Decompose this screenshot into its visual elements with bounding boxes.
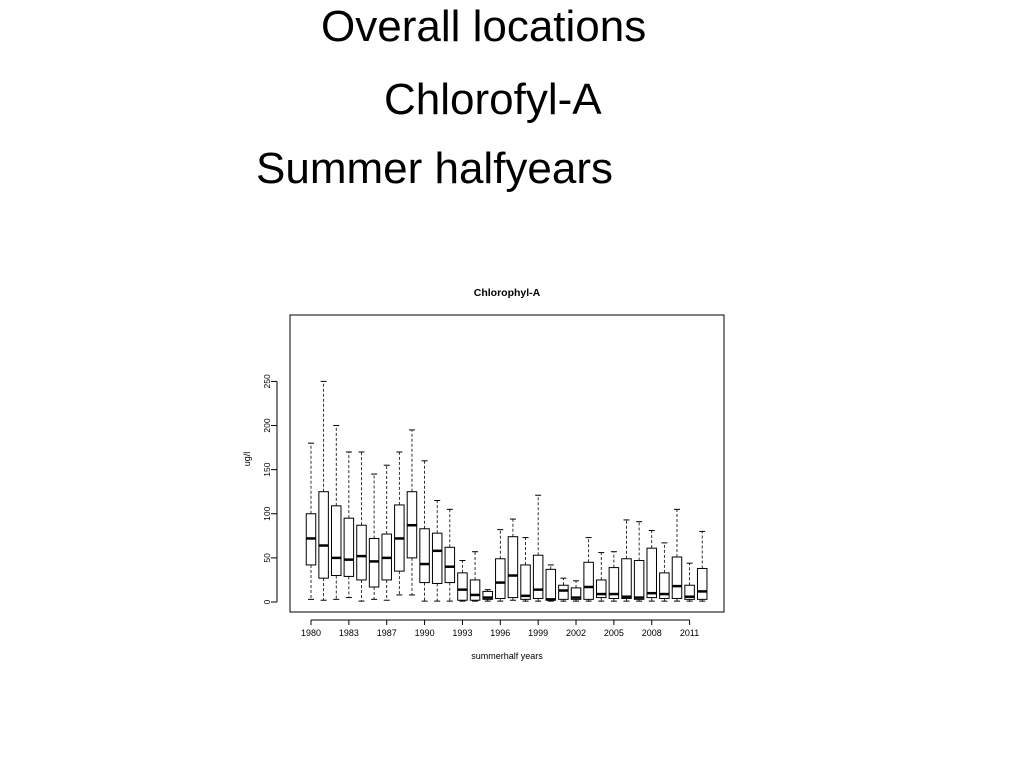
box-26 — [621, 519, 632, 602]
box-body — [356, 524, 367, 581]
box-32 — [696, 530, 708, 602]
box-29 — [659, 542, 670, 602]
box-body — [570, 587, 582, 600]
box-body — [621, 558, 632, 599]
x-tick-label: 1993 — [452, 628, 472, 638]
box-21 — [558, 577, 569, 602]
box-14 — [469, 551, 481, 602]
box-body — [646, 547, 657, 599]
box-28 — [646, 530, 657, 602]
box-body — [482, 590, 493, 600]
box-7 — [381, 464, 392, 601]
y-tick-label: 50 — [262, 553, 272, 563]
box-8 — [394, 451, 405, 596]
x-tick-label: 1987 — [377, 628, 397, 638]
box-19 — [532, 494, 544, 602]
x-tick-label: 2011 — [680, 628, 699, 638]
box-15 — [482, 589, 493, 602]
box-body — [659, 572, 670, 599]
box-body — [495, 558, 506, 599]
y-tick-label: 250 — [262, 374, 272, 388]
box-body — [368, 537, 380, 588]
box-body — [444, 546, 456, 584]
box-13 — [457, 560, 468, 602]
box-body — [696, 567, 708, 600]
y-tick-label: 0 — [262, 599, 272, 604]
box-body — [596, 579, 607, 599]
box-body — [343, 517, 355, 577]
box-body — [419, 528, 430, 584]
box-17 — [507, 518, 519, 601]
box-body — [507, 536, 519, 599]
x-tick-label: 1999 — [528, 628, 548, 638]
slide-title-line-2: Chlorofyl-A — [384, 75, 602, 124]
box-body — [318, 491, 329, 579]
boxplot-chart: Chlorophyl-A ug/l summerhalf years 0 50 10… — [242, 287, 725, 661]
box-body — [330, 505, 342, 577]
box-5 — [356, 451, 367, 602]
slide-title-line-1: Overall locations — [321, 2, 647, 51]
plot-frame — [289, 314, 725, 613]
box-6 — [368, 473, 380, 600]
box-31 — [684, 562, 695, 602]
box-body — [457, 572, 468, 601]
box-body — [469, 579, 481, 601]
boxes — [305, 380, 708, 602]
y-axis: 0 50 100 150 200 250 — [262, 374, 278, 604]
box-23 — [583, 537, 594, 602]
box-body — [671, 556, 683, 599]
box-16 — [495, 529, 506, 602]
x-tick-label: 2005 — [604, 628, 624, 638]
box-body — [532, 554, 544, 599]
x-tick-label: 1980 — [301, 628, 321, 638]
box-4 — [343, 451, 355, 599]
box-body — [431, 532, 443, 584]
y-tick-label: 150 — [262, 462, 272, 476]
box-1 — [305, 442, 317, 600]
box-25 — [608, 551, 620, 602]
box-22 — [570, 580, 582, 602]
box-11 — [431, 500, 443, 602]
box-body — [545, 568, 557, 601]
box-body — [558, 584, 569, 600]
box-body — [583, 561, 594, 600]
box-18 — [520, 537, 531, 602]
y-tick-label: 100 — [262, 506, 272, 520]
box-body — [608, 567, 620, 599]
slide-title-line-3: Summer halfyears — [256, 144, 614, 193]
x-axis: 1980 1983 1987 1990 1993 1996 1999 2002 2005 2008… — [301, 619, 699, 638]
box-body — [684, 584, 695, 600]
box-30 — [671, 508, 683, 602]
y-tick-label: 200 — [262, 418, 272, 432]
x-axis-label: summerhalf years — [471, 651, 543, 661]
box-body — [520, 564, 531, 600]
box-body — [633, 560, 645, 600]
box-10 — [419, 460, 430, 602]
chart-title: Chlorophyl-A — [474, 287, 541, 299]
x-tick-label: 2002 — [566, 628, 586, 638]
box-2 — [318, 380, 329, 601]
box-3 — [330, 425, 342, 600]
x-tick-label: 1983 — [339, 628, 359, 638]
x-tick-label: 1990 — [415, 628, 435, 638]
box-27 — [633, 521, 645, 602]
y-axis-label: ug/l — [242, 452, 252, 467]
box-24 — [596, 552, 607, 602]
x-tick-label: 2008 — [642, 628, 662, 638]
box-12 — [444, 508, 456, 602]
box-9 — [406, 429, 418, 596]
box-20 — [545, 564, 557, 602]
x-tick-label: 1996 — [490, 628, 510, 638]
